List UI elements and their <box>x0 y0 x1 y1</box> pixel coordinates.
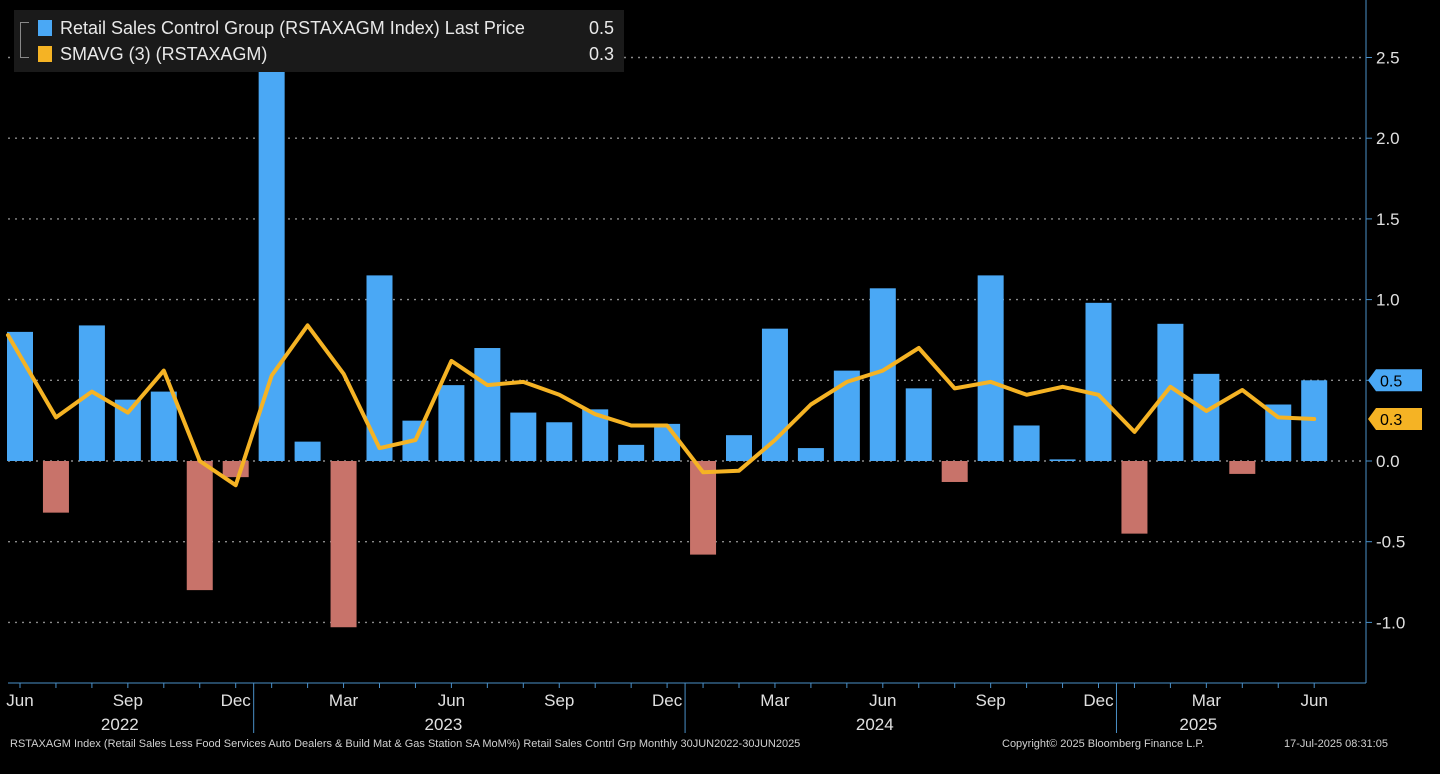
footer-copyright: Copyright© 2025 Bloomberg Finance L.P. <box>1002 738 1205 750</box>
bar <box>977 275 1004 461</box>
line-series <box>6 323 1317 488</box>
bar-series <box>7 57 1328 628</box>
footer-description: RSTAXAGM Index (Retail Sales Less Food S… <box>10 738 801 750</box>
smavg-line <box>6 323 1317 488</box>
bar <box>474 348 501 461</box>
legend-entry-smavg[interactable]: SMAVG (3) (RSTAXAGM) 0.3 <box>38 42 614 66</box>
x-year-label: 2023 <box>424 715 462 734</box>
x-tick-label: Dec <box>1083 691 1114 710</box>
x-tick-label: Jun <box>1300 691 1327 710</box>
bar <box>941 461 968 482</box>
bar <box>42 461 69 513</box>
legend-swatch-orange-icon <box>38 46 52 62</box>
bar <box>1265 404 1292 461</box>
grid-lines <box>8 56 1366 624</box>
legend-bracket <box>20 22 29 58</box>
x-year-label: 2022 <box>101 715 139 734</box>
bar <box>258 57 285 461</box>
legend: Retail Sales Control Group (RSTAXAGM Ind… <box>14 10 624 72</box>
bar <box>1013 425 1040 461</box>
bar <box>510 412 537 461</box>
bar <box>330 461 357 628</box>
bar <box>546 422 573 461</box>
x-year-label: 2024 <box>856 715 894 734</box>
legend-value-smavg: 0.3 <box>588 43 614 64</box>
bar <box>1121 461 1148 534</box>
value-badge: 0.5 <box>1368 369 1422 392</box>
bar <box>618 444 645 461</box>
value-badges: 0.5 0.3 <box>1368 369 1422 431</box>
bar <box>438 385 465 461</box>
value-badge-bg <box>1368 408 1422 431</box>
y-tick-label: 1.5 <box>1376 210 1400 229</box>
legend-label-smavg: SMAVG (3) (RSTAXAGM) <box>60 43 268 64</box>
bar <box>1193 373 1220 461</box>
x-tick-label: Dec <box>221 691 252 710</box>
x-tick-label: Sep <box>544 691 574 710</box>
footer-timestamp: 17-Jul-2025 08:31:05 <box>1284 738 1388 750</box>
x-tick-label: Jun <box>869 691 896 710</box>
y-tick-label: 1.0 <box>1376 291 1400 310</box>
x-tick-label: Mar <box>329 691 359 710</box>
value-badge-label: 0.3 <box>1380 412 1402 429</box>
bar <box>797 448 824 461</box>
bar <box>150 391 177 461</box>
value-badge: 0.3 <box>1368 408 1422 431</box>
legend-swatch-blue-icon <box>38 20 52 36</box>
bar <box>654 423 681 461</box>
x-tick-label: Mar <box>760 691 790 710</box>
x-tick-label: Jun <box>6 691 33 710</box>
legend-label-retail-sales: Retail Sales Control Group (RSTAXAGM Ind… <box>60 17 525 38</box>
value-badge-label: 0.5 <box>1380 373 1402 390</box>
y-tick-label: 2.0 <box>1376 129 1400 148</box>
bar <box>294 441 321 461</box>
x-tick-label: Dec <box>652 691 683 710</box>
bar <box>726 435 752 461</box>
axes: 2.5 2.0 1.5 1.0 0.5 0.0 -0.5 -1.0 Jun Sep Dec Mar Ju… <box>6 0 1405 734</box>
bar <box>905 388 932 461</box>
bar <box>186 461 213 591</box>
value-badge-bg <box>1368 369 1422 392</box>
x-tick-label: Jun <box>438 691 465 710</box>
y-tick-label: 0.0 <box>1376 452 1400 471</box>
y-tick-label: -0.5 <box>1376 533 1405 552</box>
y-tick-label: 2.5 <box>1376 49 1400 68</box>
x-tick-label: Sep <box>976 691 1006 710</box>
y-tick-label: -1.0 <box>1376 613 1405 632</box>
x-tick-label: Sep <box>113 691 143 710</box>
bar <box>1049 459 1076 461</box>
bar <box>7 331 33 461</box>
bar <box>690 461 717 555</box>
x-tick-label: Mar <box>1192 691 1222 710</box>
bar <box>1229 461 1256 474</box>
x-year-label: 2025 <box>1179 715 1217 734</box>
legend-value-retail-sales: 0.5 <box>588 17 614 38</box>
bar <box>1085 302 1112 461</box>
legend-entry-retail-sales[interactable]: Retail Sales Control Group (RSTAXAGM Ind… <box>38 16 614 40</box>
